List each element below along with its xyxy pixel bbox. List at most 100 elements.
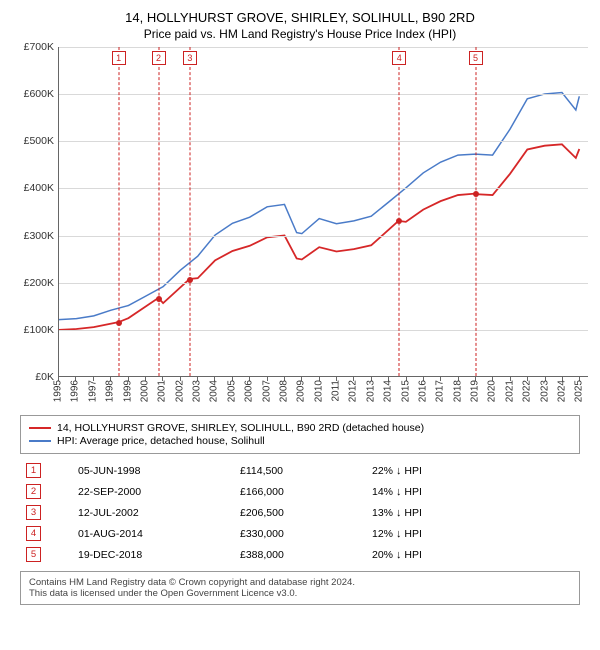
sale-price: £166,000	[234, 481, 366, 502]
sale-marker-box: 4	[392, 51, 406, 65]
x-tick-label: 2000	[139, 380, 150, 402]
x-tick-label: 2023	[539, 380, 550, 402]
x-axis: 1995199619971998199920002001200220032004…	[58, 377, 588, 407]
sale-date: 22-SEP-2000	[72, 481, 234, 502]
legend-swatch	[29, 440, 51, 442]
y-tick-label: £200K	[24, 277, 54, 289]
sale-marker-box: 1	[112, 51, 126, 65]
y-tick-label: £600K	[24, 88, 54, 100]
x-tick-label: 2024	[556, 380, 567, 402]
y-axis: £0K£100K£200K£300K£400K£500K£600K£700K	[10, 47, 58, 377]
y-tick-label: £400K	[24, 182, 54, 194]
x-tick-label: 2016	[417, 380, 428, 402]
sale-number-box: 2	[26, 484, 41, 499]
sale-marker-box: 2	[152, 51, 166, 65]
arrow-down-icon: ↓	[396, 486, 402, 498]
x-tick-label: 1999	[122, 380, 133, 402]
line-series-svg	[59, 47, 588, 376]
chart-area: £0K£100K£200K£300K£400K£500K£600K£700K 1…	[10, 47, 590, 407]
legend: 14, HOLLYHURST GROVE, SHIRLEY, SOLIHULL,…	[20, 415, 580, 454]
sale-marker-box: 3	[183, 51, 197, 65]
sale-price: £206,500	[234, 502, 366, 523]
arrow-down-icon: ↓	[396, 507, 402, 519]
table-row: 1 05-JUN-1998£114,50022% ↓ HPI	[20, 460, 580, 481]
sale-number-box: 5	[26, 547, 41, 562]
plot-area: 1 2 3 4 5	[58, 47, 588, 377]
x-tick-label: 2008	[278, 380, 289, 402]
y-tick-label: £0K	[35, 371, 54, 383]
x-tick-label: 2015	[400, 380, 411, 402]
legend-item: 14, HOLLYHURST GROVE, SHIRLEY, SOLIHULL,…	[29, 422, 571, 434]
title-block: 14, HOLLYHURST GROVE, SHIRLEY, SOLIHULL,…	[10, 10, 590, 41]
x-tick-label: 1998	[105, 380, 116, 402]
sale-marker-line	[399, 47, 400, 376]
x-tick-label: 1997	[87, 380, 98, 402]
table-row: 222-SEP-2000£166,00014% ↓ HPI	[20, 481, 580, 502]
x-tick-label: 2013	[365, 380, 376, 402]
sale-marker-line	[189, 47, 190, 376]
sales-table: 1 05-JUN-1998£114,50022% ↓ HPI 2 22-SEP-200…	[20, 460, 580, 565]
legend-item: HPI: Average price, detached house, Soli…	[29, 435, 571, 447]
x-tick-label: 2011	[331, 380, 342, 402]
footer-attribution: Contains HM Land Registry data © Crown c…	[20, 571, 580, 605]
hpi-line	[59, 93, 579, 320]
sale-marker-line	[475, 47, 476, 376]
x-tick-label: 2019	[470, 380, 481, 402]
table-row: 401-AUG-2014£330,00012% ↓ HPI	[20, 523, 580, 544]
sale-marker-line	[158, 47, 159, 376]
x-tick-label: 2018	[452, 380, 463, 402]
sale-price: £388,000	[234, 544, 366, 565]
x-tick-label: 2009	[296, 380, 307, 402]
sale-marker-box: 5	[469, 51, 483, 65]
sale-number-box: 1	[26, 463, 41, 478]
legend-label: HPI: Average price, detached house, Soli…	[57, 435, 265, 447]
table-row: 519-DEC-2018£388,00020% ↓ HPI	[20, 544, 580, 565]
chart-title-sub: Price paid vs. HM Land Registry's House …	[10, 27, 590, 41]
x-tick-label: 2014	[383, 380, 394, 402]
gridline	[59, 330, 588, 331]
figure: 14, HOLLYHURST GROVE, SHIRLEY, SOLIHULL,…	[0, 0, 600, 611]
x-tick-label: 2002	[174, 380, 185, 402]
x-tick-label: 2007	[261, 380, 272, 402]
chart-title-address: 14, HOLLYHURST GROVE, SHIRLEY, SOLIHULL,…	[10, 10, 590, 25]
x-tick-label: 2022	[522, 380, 533, 402]
arrow-down-icon: ↓	[396, 528, 402, 540]
table-row: 3 12-JUL-2002£206,50013% ↓ HPI	[20, 502, 580, 523]
sale-delta: 13% ↓ HPI	[366, 502, 580, 523]
sale-dot	[396, 218, 402, 224]
sale-delta: 22% ↓ HPI	[366, 460, 580, 481]
gridline	[59, 283, 588, 284]
sale-number-box: 3	[26, 505, 41, 520]
gridline	[59, 141, 588, 142]
sale-delta: 12% ↓ HPI	[366, 523, 580, 544]
x-tick-label: 2006	[244, 380, 255, 402]
y-tick-label: £300K	[24, 230, 54, 242]
sale-marker-line	[118, 47, 119, 376]
sale-dot	[473, 191, 479, 197]
sale-date: 01-AUG-2014	[72, 523, 234, 544]
footer-line: Contains HM Land Registry data © Crown c…	[29, 577, 571, 588]
x-tick-label: 2025	[574, 380, 585, 402]
x-tick-label: 2001	[157, 380, 168, 402]
x-tick-label: 2010	[313, 380, 324, 402]
sale-date: 12-JUL-2002	[72, 502, 234, 523]
x-tick-label: 1996	[70, 380, 81, 402]
legend-label: 14, HOLLYHURST GROVE, SHIRLEY, SOLIHULL,…	[57, 422, 424, 434]
x-tick-label: 2004	[209, 380, 220, 402]
sale-dot	[116, 320, 122, 326]
y-tick-label: £100K	[24, 324, 54, 336]
sale-dot	[187, 277, 193, 283]
x-tick-label: 2020	[487, 380, 498, 402]
sale-delta: 20% ↓ HPI	[366, 544, 580, 565]
x-tick-label: 2012	[348, 380, 359, 402]
sale-price: £330,000	[234, 523, 366, 544]
sale-date: 05-JUN-1998	[72, 460, 234, 481]
y-tick-label: £700K	[24, 41, 54, 53]
x-tick-label: 1995	[53, 380, 64, 402]
arrow-down-icon: ↓	[396, 465, 402, 477]
x-tick-label: 2017	[435, 380, 446, 402]
footer-line: This data is licensed under the Open Gov…	[29, 588, 571, 599]
gridline	[59, 188, 588, 189]
sale-price: £114,500	[234, 460, 366, 481]
x-tick-label: 2003	[192, 380, 203, 402]
